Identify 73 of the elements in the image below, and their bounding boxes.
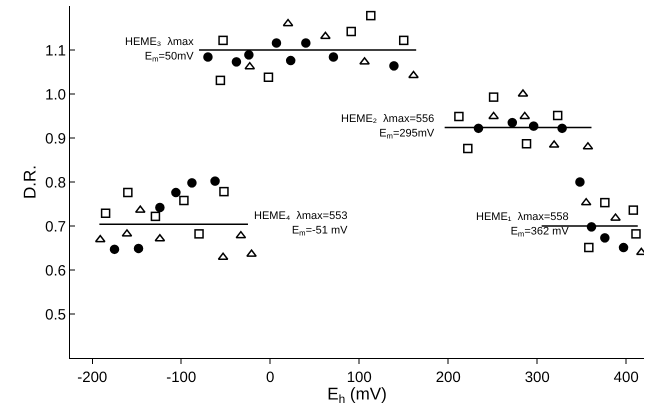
y-tick-label: 0.5 [45,306,66,324]
point [282,18,294,26]
point [320,32,331,40]
point [219,186,229,196]
point [264,72,274,82]
annotation: HEME₂ λmax=556 E$_{m}$=295mV [341,113,435,141]
point [194,229,204,239]
y-tick-label: 0.7 [45,218,66,236]
point [150,212,160,222]
x-tick-label: 400 [614,369,639,386]
annotation: HEME₄ λmax=553 E$_{m}$=-51 mV [254,210,348,238]
point [110,244,120,254]
point [518,89,528,97]
point [155,202,165,212]
point [389,61,399,71]
point [246,249,257,257]
point [346,26,356,36]
point [179,196,189,206]
x-axis-title: E$_{h}$ (mV) [327,384,387,406]
point [203,52,213,62]
point [522,138,532,148]
point [552,110,562,120]
point [244,50,254,60]
point [488,92,498,102]
point [359,57,370,65]
point [575,177,585,187]
x-tick-label: 200 [436,369,461,386]
point [187,178,197,188]
point [508,118,518,128]
x-tick-label: -100 [166,369,196,386]
x-tick-label: 300 [524,369,550,386]
x-tick-label: 0 [266,369,274,386]
point [218,252,228,260]
y-tick-label: 1.1 [45,42,66,60]
point [216,76,226,86]
point [134,244,144,254]
point [232,57,242,67]
point [454,112,464,122]
point [548,140,560,148]
point [218,36,228,46]
point [463,144,473,154]
point [408,70,419,78]
point [100,208,110,218]
point [398,36,408,46]
point [488,112,499,120]
point [584,242,594,252]
annotation: HEME₃ λmax E$_{m}$=50mV [125,36,194,64]
x-tick-label: 100 [346,369,372,386]
point [122,229,132,237]
point [154,234,166,242]
y-tick-label: 1.0 [45,86,66,104]
point [618,242,628,252]
point [600,198,610,208]
point [366,10,376,20]
point [582,142,594,150]
y-tick-label: 0.6 [45,262,66,280]
point [210,176,220,186]
y-tick-label: 0.8 [45,174,66,192]
annotation: HEME₁ λmax=558 E$_{m}$=362 mV [476,211,570,239]
point [600,233,610,243]
x-tick-label: -200 [77,369,108,386]
point [286,56,296,66]
point [236,230,246,238]
point [171,188,181,198]
point [628,205,638,215]
point [272,38,282,48]
point [123,188,133,198]
point [610,213,621,221]
y-axis-title: D.R. [20,165,40,199]
y-tick-label: 0.9 [45,130,66,148]
point [328,52,338,62]
point [631,229,641,239]
point [301,38,311,48]
